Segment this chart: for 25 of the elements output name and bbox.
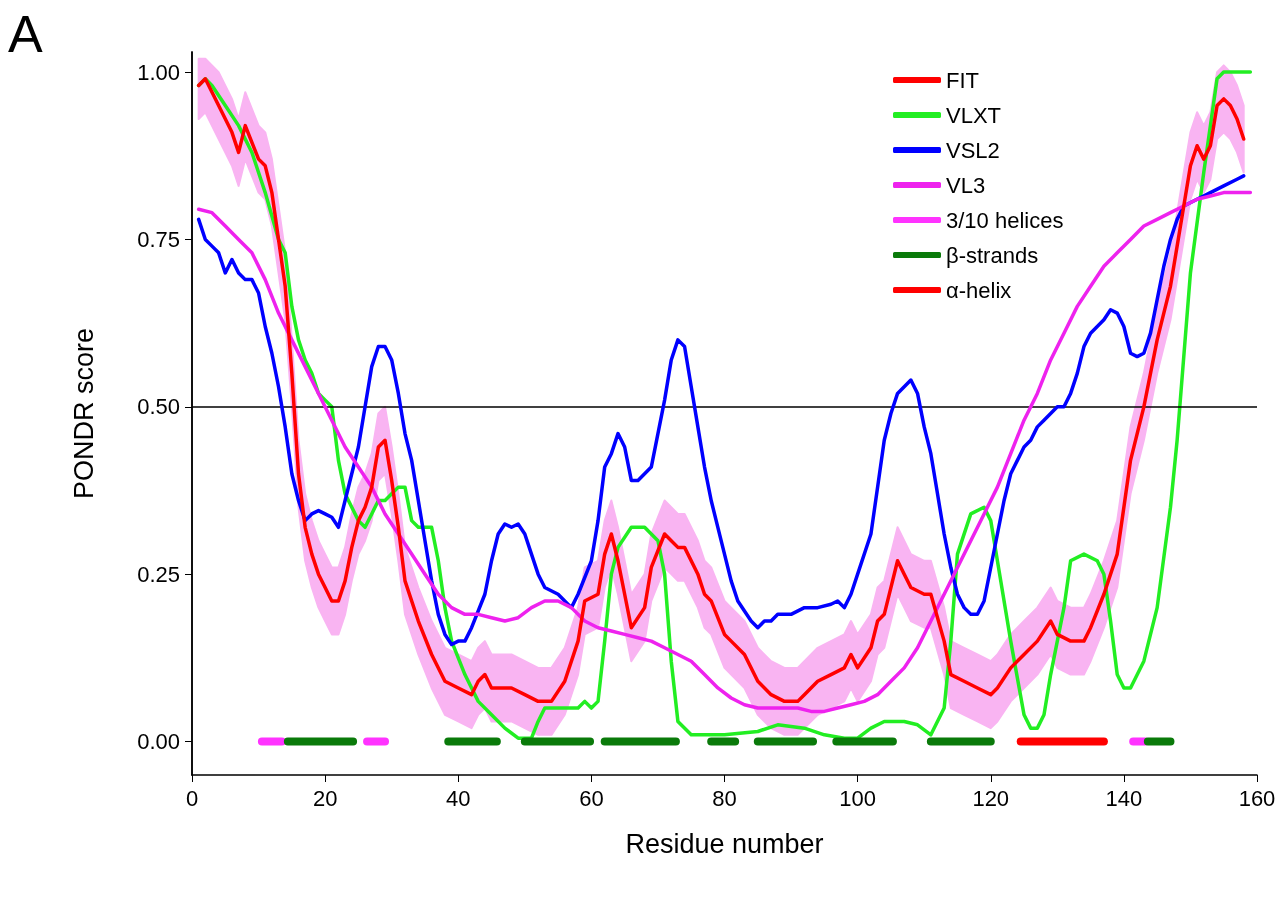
x-tick-label: 20 (312, 785, 338, 811)
legend-label: VL3 (946, 172, 986, 198)
legend-label: β-strands (946, 242, 1039, 268)
text: A (8, 5, 43, 63)
y-tick-label: 0.75 (137, 226, 180, 252)
legend-label: VLXT (946, 102, 1002, 128)
x-tick-label: 60 (579, 785, 604, 811)
y-tick-label: 1.00 (137, 59, 180, 85)
y-tick-label: 0.00 (137, 729, 180, 755)
x-tick-label: 80 (712, 785, 737, 811)
x-tick-label: 160 (1238, 785, 1276, 811)
x-tick-label: 40 (446, 785, 471, 811)
legend-label: VSL2 (946, 137, 1000, 163)
legend-label: FIT (946, 67, 979, 93)
legend-label: α-helix (946, 277, 1012, 303)
x-tick-label: 140 (1105, 785, 1143, 811)
line-series (196, 174, 1246, 647)
legend-label: 3/10 helices (946, 207, 1064, 233)
y-tick-label: 0.50 (137, 394, 180, 420)
x-axis-title: Residue number (625, 828, 824, 859)
y-axis-title: PONDR score (68, 327, 99, 500)
y-tick-label: 0.25 (137, 561, 180, 587)
x-tick-label: 100 (839, 785, 876, 811)
x-tick-label: 0 (185, 785, 199, 811)
x-tick-label: 120 (972, 785, 1010, 811)
